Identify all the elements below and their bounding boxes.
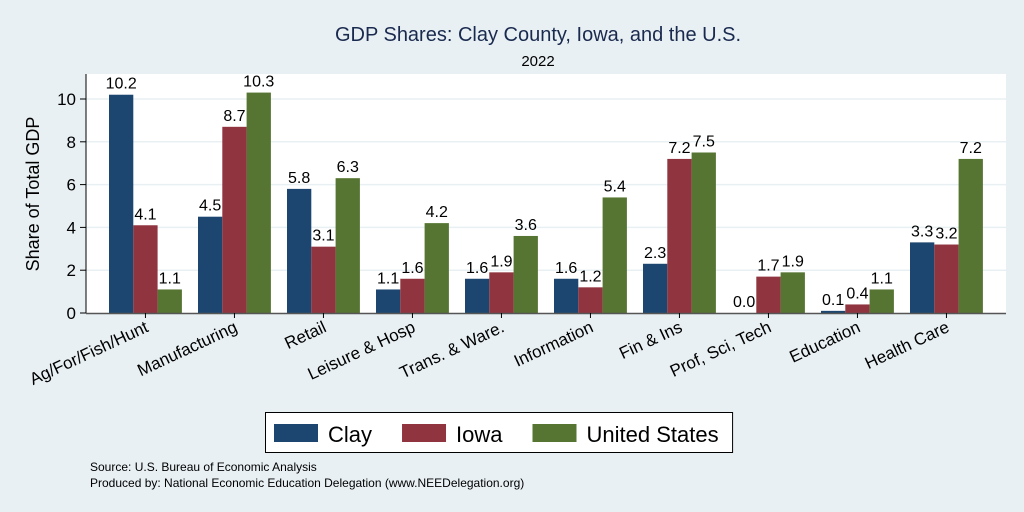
data-label: 7.5: [693, 134, 715, 151]
data-label: 5.8: [288, 170, 310, 187]
data-label: 0.4: [846, 285, 868, 302]
bar-clay: [643, 263, 668, 313]
x-tick-label: Ag/For/Fish/Hunt: [27, 317, 152, 389]
bars: [109, 92, 983, 313]
bar-iowa: [934, 244, 959, 313]
y-ticks: 0 2 4 6 8 10: [57, 90, 86, 323]
bar-iowa: [845, 304, 870, 313]
bar-iowa: [489, 272, 514, 313]
bar-united-states: [869, 289, 894, 313]
bar-iowa: [222, 126, 247, 313]
bar-clay: [465, 278, 490, 313]
source-note: Source: U.S. Bureau of Economic Analysis: [90, 460, 317, 474]
data-labels: 10.24.55.81.11.6 1.62.30.0 0.13.34.18.73.1…: [106, 74, 982, 311]
data-label: 1.2: [579, 268, 601, 285]
bar-united-states: [780, 272, 805, 313]
data-label: 3.1: [312, 228, 334, 245]
legend-swatch-united-states: [532, 424, 577, 442]
bar-iowa: [578, 287, 603, 313]
data-label: 4.1: [134, 206, 156, 223]
data-label: 6.3: [337, 159, 359, 176]
bar-iowa: [667, 158, 692, 313]
bar-iowa: [311, 246, 336, 313]
legend-swatch-iowa: [402, 424, 447, 442]
bar-clay: [109, 94, 134, 313]
chart-subtitle: 2022: [521, 53, 554, 70]
data-label: 1.7: [757, 258, 779, 275]
data-label: 0.0: [733, 294, 755, 311]
legend: Clay Iowa United States: [265, 412, 734, 453]
bar-iowa: [400, 278, 425, 313]
y-axis-label: Share of Total GDP: [23, 117, 43, 272]
bar-iowa: [133, 225, 158, 313]
bar-clay: [376, 289, 401, 313]
x-tick-label: Prof, Sci, Tech: [667, 317, 774, 380]
y-tick-label: 6: [67, 176, 76, 195]
y-tick-label: 2: [67, 261, 76, 280]
y-tick-label: 10: [57, 90, 76, 109]
producer-note: Produced by: National Economic Education…: [90, 476, 524, 490]
legend-box: [265, 412, 734, 453]
bar-united-states: [424, 223, 449, 313]
bar-iowa: [756, 276, 781, 313]
bar-united-states: [513, 235, 538, 313]
bar-united-states: [335, 178, 360, 313]
legend-label-united-states: United States: [587, 422, 719, 447]
data-label: 1.6: [466, 260, 488, 277]
data-label: 7.2: [668, 140, 690, 157]
chart-title: GDP Shares: Clay County, Iowa, and the U…: [335, 24, 741, 46]
y-tick-label: 0: [67, 304, 76, 323]
data-label: 1.6: [401, 260, 423, 277]
legend-label-iowa: Iowa: [456, 422, 503, 447]
bar-united-states: [246, 92, 271, 313]
data-label: 8.7: [223, 108, 245, 125]
data-label: 10.3: [243, 74, 274, 91]
data-label: 4.2: [426, 204, 448, 221]
y-tick-label: 4: [67, 218, 76, 237]
data-label: 3.6: [515, 217, 537, 234]
bar-united-states: [157, 289, 182, 313]
data-label: 0.1: [822, 292, 844, 309]
x-tick-label: Information: [511, 317, 596, 370]
data-label: 1.1: [159, 270, 181, 287]
data-label: 1.9: [490, 253, 512, 270]
data-label: 5.4: [604, 178, 626, 195]
bar-clay: [287, 188, 312, 313]
bar-united-states: [602, 197, 627, 313]
data-label: 1.1: [377, 270, 399, 287]
x-tick-label: Retail: [282, 317, 329, 353]
bar-clay: [910, 242, 935, 313]
bar-clay: [198, 216, 223, 313]
data-label: 1.9: [782, 253, 804, 270]
data-label: 1.6: [555, 260, 577, 277]
data-label: 10.2: [106, 76, 137, 93]
x-tick-label: Health Care: [862, 317, 952, 373]
data-label: 7.2: [960, 140, 982, 157]
x-tick-label: Fin & Ins: [616, 317, 685, 363]
data-label: 2.3: [644, 245, 666, 262]
data-label: 3.2: [935, 226, 957, 243]
bar-united-states: [691, 152, 716, 313]
legend-label-clay: Clay: [328, 422, 372, 447]
data-label: 3.3: [911, 223, 933, 240]
bar-united-states: [958, 158, 983, 313]
y-tick-label: 8: [67, 133, 76, 152]
bar-clay: [554, 278, 579, 313]
x-tick-label: Manufacturing: [134, 317, 240, 380]
data-label: 4.5: [199, 198, 221, 215]
data-label: 1.1: [871, 270, 893, 287]
legend-swatch-clay: [274, 424, 318, 442]
x-tick-label: Education: [787, 317, 864, 366]
bar-clay: [821, 310, 846, 313]
